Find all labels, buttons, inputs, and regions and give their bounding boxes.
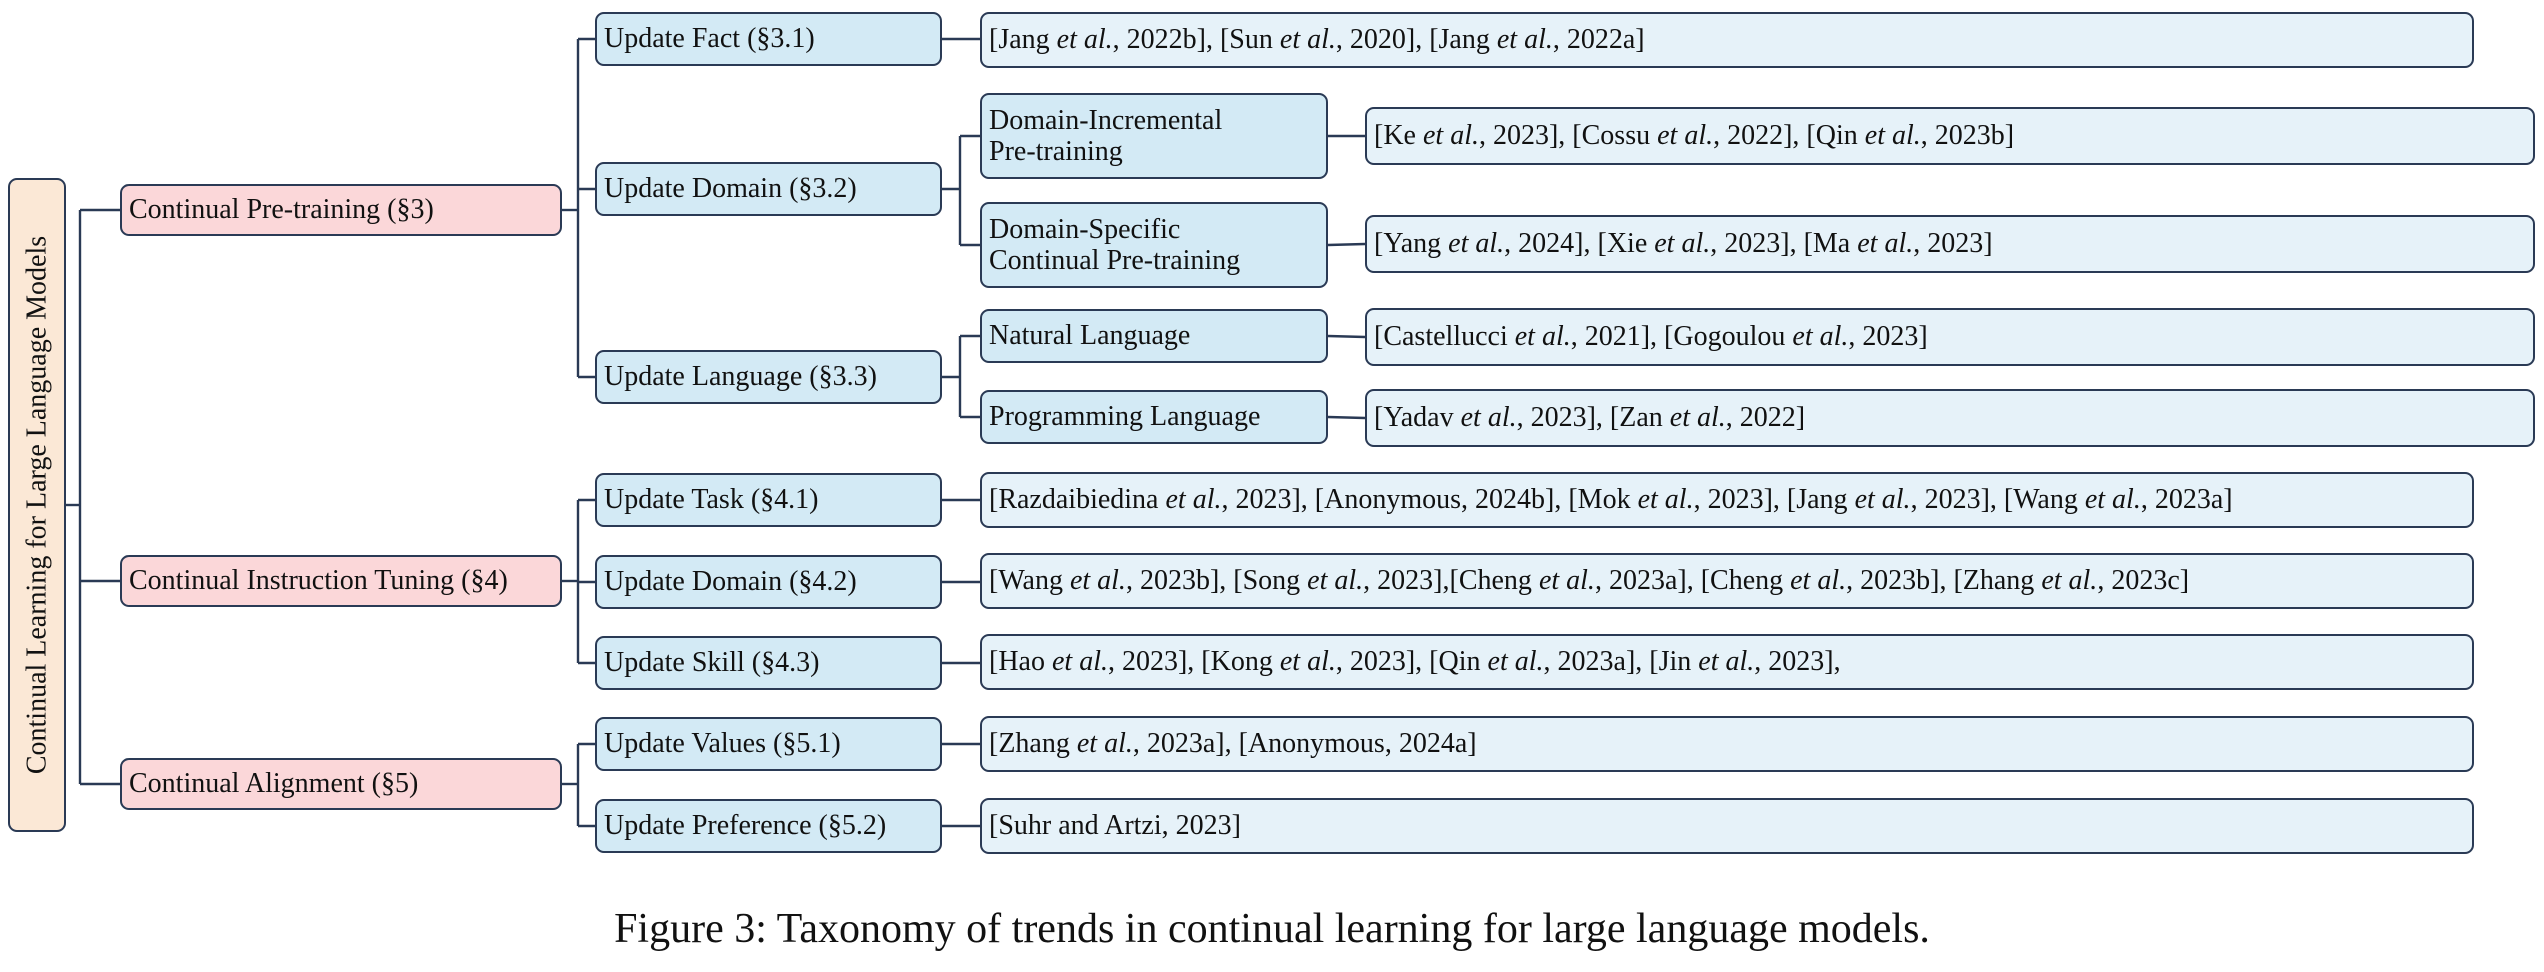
- refs-update-task: [Razdaibiedina et al., 2023], [Anonymous…: [980, 472, 2474, 528]
- topic-label-line2: Continual Pre-training: [989, 245, 1241, 276]
- connector-topic-leaf: [1327, 242, 1366, 247]
- subcategory-label: Update Language (§3.3): [604, 361, 877, 393]
- topic-label: Programming Language: [989, 401, 1261, 433]
- root-node: Continual Learning for Large Language Mo…: [8, 178, 66, 832]
- refs-update-values: [Zhang et al., 2023a], [Anonymous, 2024a…: [980, 716, 2474, 772]
- figure-caption: Figure 3: Taxonomy of trends in continua…: [614, 906, 1930, 952]
- refs-update-preference: [Suhr and Artzi, 2023]: [980, 798, 2474, 854]
- category-continual-pretraining: Continual Pre-training (§3): [120, 184, 562, 236]
- reference-list: [Jang et al., 2022b], [Sun et al., 2020]…: [989, 24, 1645, 56]
- subcategory-label: Update Skill (§4.3): [604, 647, 820, 679]
- reference-list: [Hao et al., 2023], [Kong et al., 2023],…: [989, 646, 1841, 678]
- topic-label-line1: Domain-Incremental: [989, 104, 1223, 136]
- subcategory-label: Update Preference (§5.2): [604, 810, 887, 842]
- topic-label-line1: Domain-Specific: [989, 213, 1181, 245]
- subcategory-update-language: Update Language (§3.3): [595, 350, 942, 404]
- topic-label: Natural Language: [989, 320, 1191, 352]
- refs-natural-language: [Castellucci et al., 2021], [Gogoulou et…: [1365, 308, 2535, 366]
- subcategory-label: Update Fact (§3.1): [604, 23, 815, 55]
- refs-update-skill: [Hao et al., 2023], [Kong et al., 2023],…: [980, 634, 2474, 690]
- connector-topic-leaf: [1327, 415, 1366, 420]
- refs-domain-specific: [Yang et al., 2024], [Xie et al., 2023],…: [1365, 215, 2535, 273]
- topic-programming-language: Programming Language: [980, 390, 1328, 444]
- reference-list: [Razdaibiedina et al., 2023], [Anonymous…: [989, 484, 2233, 516]
- topic-label-line2: Pre-training: [989, 136, 1123, 167]
- connector-topic-leaf: [1327, 334, 1366, 339]
- reference-list: [Suhr and Artzi, 2023]: [989, 810, 1241, 842]
- refs-domain-incremental: [Ke et al., 2023], [Cossu et al., 2022],…: [1365, 107, 2535, 165]
- refs-update-fact: [Jang et al., 2022b], [Sun et al., 2020]…: [980, 12, 2474, 68]
- refs-programming-language: [Yadav et al., 2023], [Zan et al., 2022]: [1365, 389, 2535, 447]
- topic-natural-language: Natural Language: [980, 309, 1328, 363]
- subcategory-update-values: Update Values (§5.1): [595, 717, 942, 771]
- topic-domain-incremental: Domain-Incremental Pre-training: [980, 93, 1328, 179]
- reference-list: [Ke et al., 2023], [Cossu et al., 2022],…: [1374, 120, 2015, 152]
- refs-update-domain-instruction: [Wang et al., 2023b], [Song et al., 2023…: [980, 553, 2474, 609]
- category-continual-alignment: Continual Alignment (§5): [120, 758, 562, 810]
- subcategory-update-preference: Update Preference (§5.2): [595, 799, 942, 853]
- subcategory-update-skill: Update Skill (§4.3): [595, 636, 942, 690]
- subcategory-update-fact: Update Fact (§3.1): [595, 12, 942, 66]
- reference-list: [Castellucci et al., 2021], [Gogoulou et…: [1374, 321, 1928, 353]
- category-label: Continual Alignment (§5): [129, 768, 419, 800]
- category-label: Continual Pre-training (§3): [129, 194, 434, 226]
- subcategory-update-domain-instruction: Update Domain (§4.2): [595, 555, 942, 609]
- category-continual-instruction-tuning: Continual Instruction Tuning (§4): [120, 555, 562, 607]
- subcategory-update-task: Update Task (§4.1): [595, 473, 942, 527]
- reference-list: [Yang et al., 2024], [Xie et al., 2023],…: [1374, 228, 1993, 260]
- topic-domain-specific: Domain-Specific Continual Pre-training: [980, 202, 1328, 288]
- root-label: Continual Learning for Large Language Mo…: [21, 235, 53, 775]
- subcategory-label: Update Domain (§4.2): [604, 566, 857, 598]
- subcategory-label: Update Values (§5.1): [604, 728, 841, 760]
- subcategory-label: Update Domain (§3.2): [604, 173, 857, 205]
- category-label: Continual Instruction Tuning (§4): [129, 565, 508, 597]
- subcategory-label: Update Task (§4.1): [604, 484, 819, 516]
- reference-list: [Zhang et al., 2023a], [Anonymous, 2024a…: [989, 728, 1477, 760]
- subcategory-update-domain-pretraining: Update Domain (§3.2): [595, 162, 942, 216]
- reference-list: [Wang et al., 2023b], [Song et al., 2023…: [989, 565, 2190, 597]
- reference-list: [Yadav et al., 2023], [Zan et al., 2022]: [1374, 402, 1806, 434]
